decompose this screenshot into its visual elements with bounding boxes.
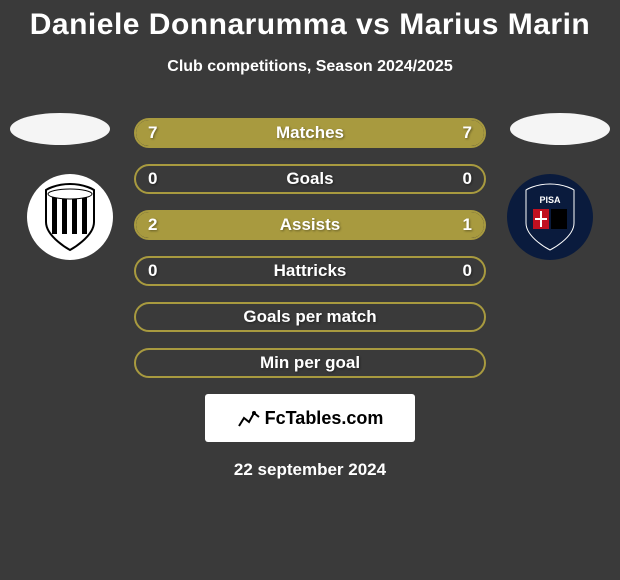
page-title: Daniele Donnarumma vs Marius Marin	[0, 0, 620, 42]
stat-label: Assists	[280, 215, 340, 235]
stat-row-assists: 2 Assists 1	[134, 210, 486, 240]
stat-value-right: 7	[463, 123, 472, 143]
stat-value-right: 0	[463, 169, 472, 189]
flag-left	[10, 113, 110, 145]
stat-label: Hattricks	[274, 261, 347, 281]
flag-right	[510, 113, 610, 145]
stat-value-right: 1	[463, 215, 472, 235]
stat-row-min-per-goal: Min per goal	[134, 348, 486, 378]
brand-box: FcTables.com	[205, 394, 415, 442]
stat-value-left: 0	[148, 261, 157, 281]
comparison-panel: PISA 7 Matches 7 0 Goals 0 2 Assists 1 0 Hattricks…	[0, 118, 620, 378]
svg-text:PISA: PISA	[539, 195, 561, 205]
stat-label: Min per goal	[260, 353, 360, 373]
stat-value-left: 7	[148, 123, 157, 143]
stat-value-left: 0	[148, 169, 157, 189]
stat-value-left: 2	[148, 215, 157, 235]
team-badge-left	[27, 174, 113, 260]
bars-container: 7 Matches 7 0 Goals 0 2 Assists 1 0 Hattricks 0 Goal…	[134, 118, 486, 378]
stat-label: Goals per match	[243, 307, 376, 327]
stat-row-goals-per-match: Goals per match	[134, 302, 486, 332]
stat-label: Matches	[276, 123, 344, 143]
stat-row-goals: 0 Goals 0	[134, 164, 486, 194]
subtitle: Club competitions, Season 2024/2025	[0, 58, 620, 76]
brand-icon	[237, 408, 261, 428]
stat-value-right: 0	[463, 261, 472, 281]
stat-row-hattricks: 0 Hattricks 0	[134, 256, 486, 286]
stat-label: Goals	[286, 169, 333, 189]
brand-text: FcTables.com	[265, 408, 384, 429]
date-text: 22 september 2024	[0, 460, 620, 480]
team-badge-right: PISA	[507, 174, 593, 260]
stat-row-matches: 7 Matches 7	[134, 118, 486, 148]
